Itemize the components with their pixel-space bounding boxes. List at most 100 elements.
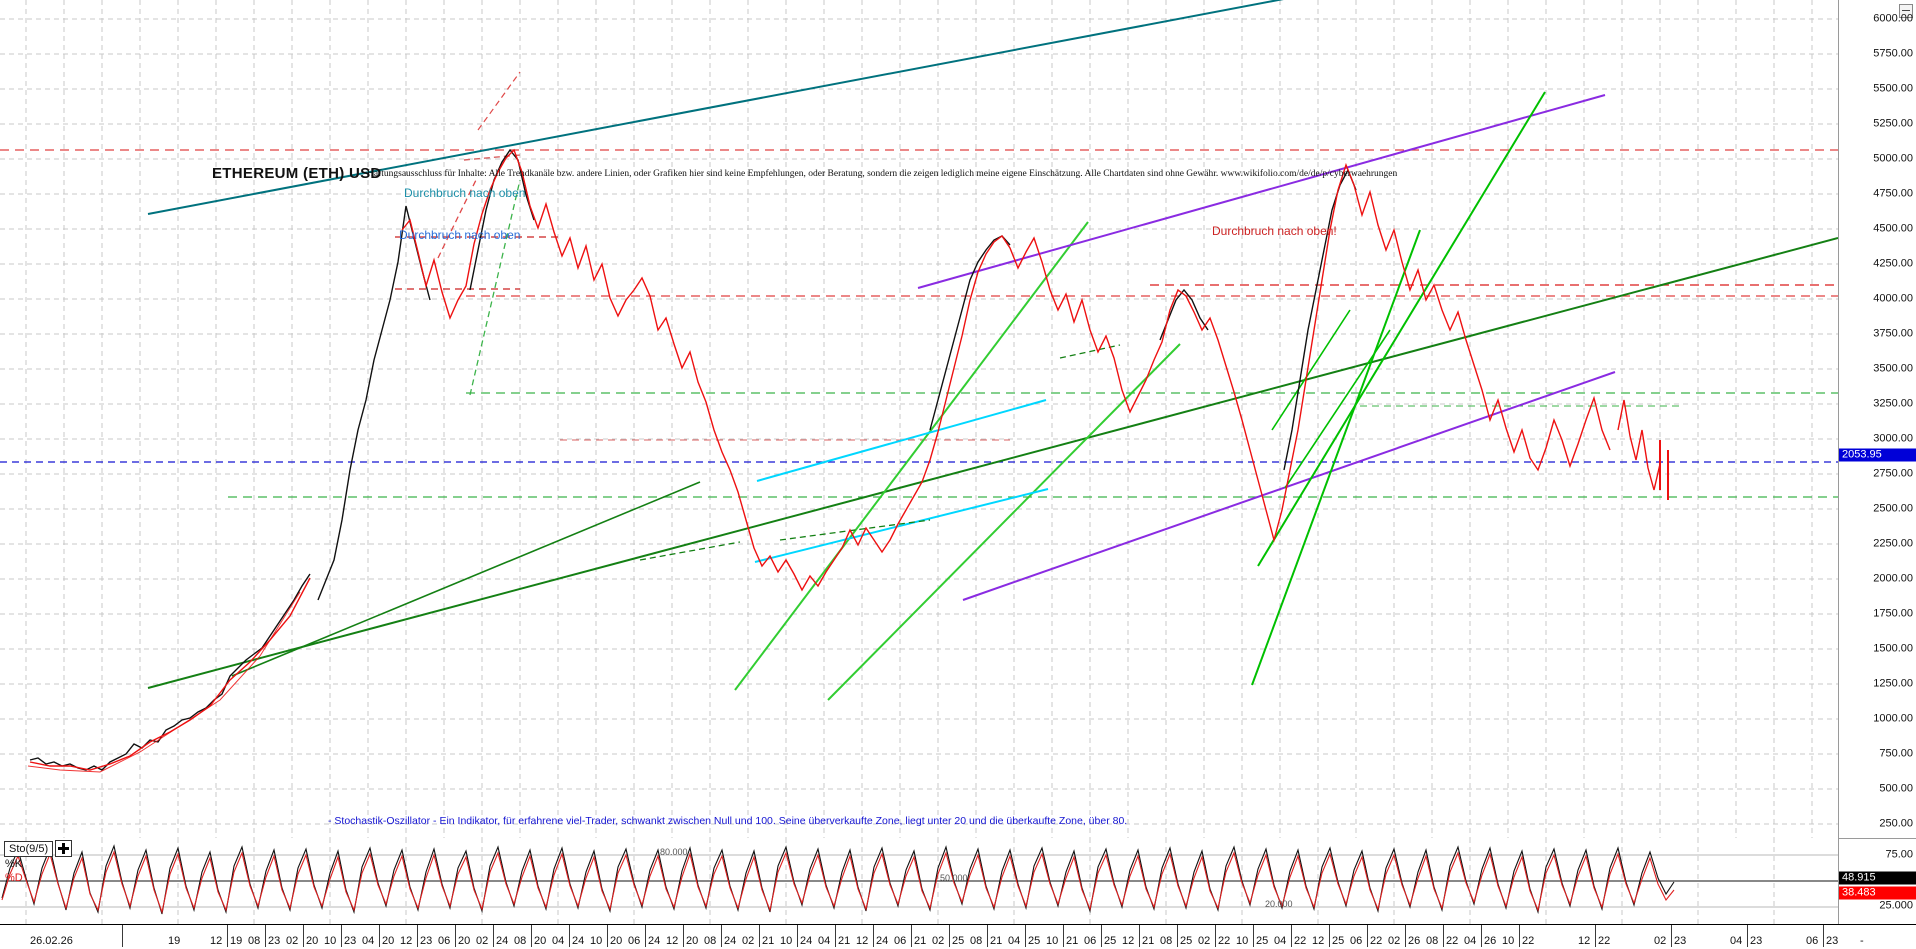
x-separator xyxy=(122,925,123,947)
x-tick: 12 xyxy=(856,935,869,947)
x-separator xyxy=(683,925,684,947)
x-tick-year: 24 xyxy=(800,935,813,947)
date-axis[interactable]: 26.02.26 19 12 02 04 06 08 10 12 02 04 0… xyxy=(0,924,1916,949)
x-tick-year: 24 xyxy=(572,935,585,947)
x-tick: 08 xyxy=(514,935,527,947)
x-tick: 12 xyxy=(666,935,679,947)
y-tick: 2000.00 xyxy=(1873,572,1913,585)
x-tick-year: 20 xyxy=(534,935,547,947)
stochastic-k-line xyxy=(1,844,1675,915)
y-tick: 1000.00 xyxy=(1873,712,1913,725)
indicator-y-tick: 25.000 xyxy=(1879,899,1913,912)
disclaimer-text: Haftungsausschluss für Inhalte: Alle Tre… xyxy=(367,169,1398,179)
y-tick: 3250.00 xyxy=(1873,397,1913,410)
x-separator xyxy=(1329,925,1330,947)
x-separator xyxy=(759,925,760,947)
annotation-breakout-2: Durchbruch nach oben xyxy=(399,228,521,242)
x-tick-year: 23 xyxy=(1826,935,1839,947)
x-tick-year: 20 xyxy=(306,935,319,947)
stochastic-panel[interactable]: 80.000 50.000 20.000 xyxy=(0,838,1838,924)
x-tick-year: 22 xyxy=(1446,935,1459,947)
x-tick: 10 xyxy=(324,935,337,947)
x-separator xyxy=(1405,925,1406,947)
indicator-settings-button[interactable]: Sto(9/5) xyxy=(4,841,54,857)
level-label-80: 80.000 xyxy=(660,847,688,857)
y-tick: 2250.00 xyxy=(1873,537,1913,550)
x-tick: 02 xyxy=(286,935,299,947)
x-separator xyxy=(721,925,722,947)
x-separator xyxy=(873,925,874,947)
x-tick: 02 xyxy=(932,935,945,947)
y-tick: 5250.00 xyxy=(1873,117,1913,130)
x-separator xyxy=(949,925,950,947)
x-tick: 04 xyxy=(552,935,565,947)
x-separator xyxy=(1367,925,1368,947)
x-tick: 04 xyxy=(1464,935,1477,947)
x-tick: 10 xyxy=(590,935,603,947)
x-tick-year: 26 xyxy=(1408,935,1421,947)
x-tick: 06 xyxy=(1084,935,1097,947)
series-label-k: %K xyxy=(5,858,23,870)
price-bars-red xyxy=(29,148,1611,771)
x-tick-year: 25 xyxy=(952,935,965,947)
x-tick: 02 xyxy=(476,935,489,947)
x-separator xyxy=(1291,925,1292,947)
y-tick: 3000.00 xyxy=(1873,432,1913,445)
vertical-gridlines xyxy=(25,0,1813,838)
x-tick: 08 xyxy=(704,935,717,947)
x-separator xyxy=(1139,925,1140,947)
x-tick-year: 22 xyxy=(1522,935,1535,947)
level-label-50: 50.000 xyxy=(940,873,968,883)
x-tick-year: 21 xyxy=(914,935,927,947)
y-tick: 2750.00 xyxy=(1873,467,1913,480)
x-tick: 19 xyxy=(168,935,181,947)
y-tick: 4250.00 xyxy=(1873,257,1913,270)
x-tick-year: 25 xyxy=(1028,935,1041,947)
x-separator xyxy=(1443,925,1444,947)
x-tick-year: 26 xyxy=(1484,935,1497,947)
series-label-d: %D xyxy=(5,872,23,884)
add-indicator-icon[interactable] xyxy=(55,840,72,857)
page-title: ETHEREUM (ETH) USD xyxy=(212,165,382,182)
price-density-overlay xyxy=(27,591,301,773)
x-tick-year: 22 xyxy=(1370,935,1383,947)
price-axis[interactable]: 6000.00 5750.00 5500.00 5250.00 5000.00 … xyxy=(1838,0,1916,924)
y-tick: 750.00 xyxy=(1879,747,1913,760)
stochastic-svg xyxy=(0,838,1838,924)
x-separator xyxy=(835,925,836,947)
x-tick-year: 23 xyxy=(268,935,281,947)
horizontal-reference-lines xyxy=(0,149,1838,498)
x-separator xyxy=(1595,925,1596,947)
x-tick-year: 23 xyxy=(420,935,433,947)
x-separator xyxy=(1253,925,1254,947)
x-tick-year: 25 xyxy=(1332,935,1345,947)
indicator-value-k: 48.915 xyxy=(1839,871,1916,885)
x-separator xyxy=(645,925,646,947)
x-tick-year: 24 xyxy=(876,935,889,947)
x-tick-year: 19 xyxy=(230,935,243,947)
x-tick: 06 xyxy=(628,935,641,947)
x-separator xyxy=(1747,925,1748,947)
y-tick: 2500.00 xyxy=(1873,502,1913,515)
x-tick: 02 xyxy=(1388,935,1401,947)
x-tick: 04 xyxy=(1730,935,1743,947)
x-tick: 04 xyxy=(362,935,375,947)
y-tick: 5500.00 xyxy=(1873,82,1913,95)
x-separator xyxy=(417,925,418,947)
x-tick: 10 xyxy=(780,935,793,947)
x-tick-last: - xyxy=(1860,935,1864,947)
price-chart-panel[interactable]: ETHEREUM (ETH) USD Haftungsausschluss fü… xyxy=(0,0,1838,838)
y-tick: 3500.00 xyxy=(1873,362,1913,375)
x-tick-year: 23 xyxy=(1750,935,1763,947)
x-separator xyxy=(1823,925,1824,947)
x-tick-year: 24 xyxy=(496,935,509,947)
collapse-icon[interactable] xyxy=(1899,4,1913,18)
y-tick: 1500.00 xyxy=(1873,642,1913,655)
x-separator xyxy=(987,925,988,947)
y-tick: 4000.00 xyxy=(1873,292,1913,305)
x-separator xyxy=(493,925,494,947)
stochastic-explanation-text: - Stochastik-Oszillator - Ein Indikator,… xyxy=(328,815,1128,827)
x-separator xyxy=(227,925,228,947)
x-tick: 12 xyxy=(1122,935,1135,947)
